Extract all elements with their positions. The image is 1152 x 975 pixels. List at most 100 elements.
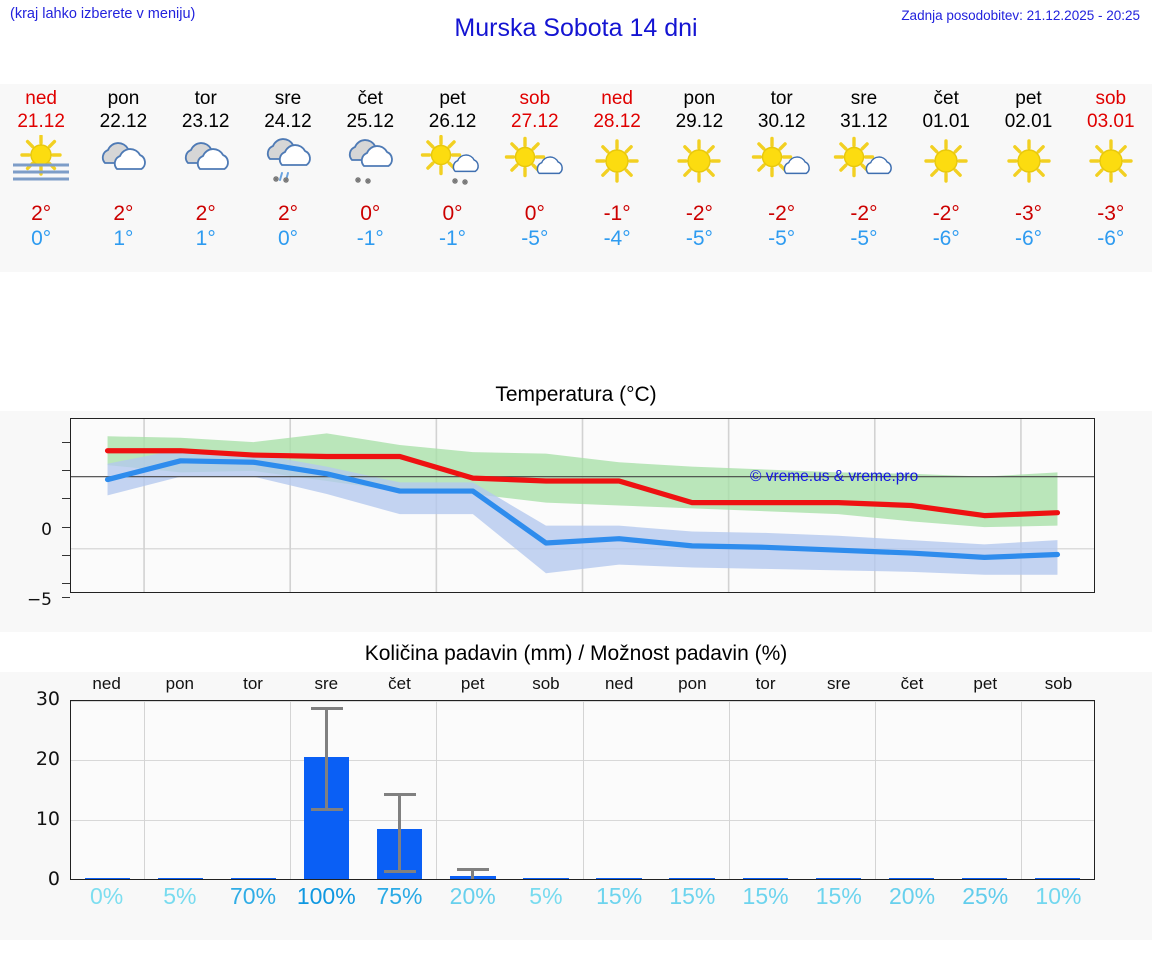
day-column-7[interactable]: ned 28.12 -1° -4° (576, 84, 658, 272)
day-temp-max: 2° (195, 202, 216, 225)
day-date: 26.12 (428, 111, 477, 132)
day-column-6[interactable]: sob 27.12 0° -5° (494, 84, 576, 272)
day-temp-min: 1° (195, 227, 216, 250)
precip-bar (669, 877, 715, 879)
day-date: 28.12 (593, 111, 641, 132)
day-column-5[interactable]: pet 26.12 0° -1° (411, 84, 493, 272)
precip-day-label-4: čet (388, 674, 411, 693)
day-temp-min: -5° (850, 227, 878, 250)
day-column-13[interactable]: sob 03.01 -3° -6° (1070, 84, 1152, 272)
day-column-2[interactable]: tor 23.12 2° 1° (165, 84, 247, 272)
precip-bar (84, 877, 131, 879)
precip-gridline-vertical (436, 701, 438, 879)
day-temp-min: 1° (113, 227, 134, 250)
precip-bar (157, 877, 204, 879)
sun-icon (1075, 135, 1147, 189)
day-name: ned (601, 88, 633, 109)
day-date: 31.12 (840, 111, 888, 132)
sun-icon (993, 135, 1065, 189)
day-name: tor (194, 88, 217, 109)
day-date: 21.12 (17, 111, 65, 132)
day-date: 02.01 (1004, 111, 1053, 132)
day-column-11[interactable]: čet 01.01 -2° -6° (905, 84, 987, 272)
precip-ytick-10: 10 (35, 808, 60, 830)
precip-error-cap (456, 868, 489, 872)
day-temp-min: -5° (685, 227, 713, 250)
day-temp-max: -1° (603, 202, 631, 225)
precip-probability-3: 100% (296, 883, 356, 909)
precip-gridline-vertical (1020, 701, 1022, 879)
day-temp-min: -6° (1014, 227, 1043, 250)
sun-icon (581, 135, 653, 189)
precip-bar (961, 877, 1008, 879)
precip-day-label-12: pet (973, 674, 998, 693)
day-name: pet (439, 88, 466, 109)
day-temp-max: -2° (768, 202, 796, 225)
precip-day-label-9: tor (755, 674, 776, 693)
day-temp-max: 0° (360, 202, 381, 225)
copyright-credit: © vreme.us & vreme.pro (750, 468, 919, 485)
precipitation-title-bar: Količina padavin (mm) / Možnost padavin … (0, 640, 1152, 672)
day-column-1[interactable]: pon 22.12 2° 1° (82, 84, 164, 272)
temperature-chart-title: Temperatura (°C) (495, 383, 657, 406)
precip-probability-8: 15% (669, 883, 716, 909)
temp-axis-tick (62, 583, 70, 584)
precip-probability-2: 70% (230, 883, 277, 909)
temp-axis-tick (62, 442, 70, 443)
temperature-chart-section: Temperatura (°C) 0 −5 © vreme.us & vreme… (0, 377, 1152, 632)
sun-icon (663, 135, 735, 189)
day-column-10[interactable]: sre 31.12 -2° -5° (823, 84, 905, 272)
menu-hint: (kraj lahko izberete v meniju) (10, 6, 196, 22)
temp-ytick-minus5: −5 (26, 590, 52, 610)
sun-cloud-icon (746, 135, 818, 189)
precip-day-label-8: pon (678, 674, 707, 693)
daily-forecast-strip: ned 21.12 2° 0° pon 22.12 2° 1° tor 23.12 2° 1° s… (0, 84, 1152, 272)
sun-horizon-icon (5, 134, 77, 189)
day-name: pon (683, 88, 716, 109)
precip-gridline-vertical (290, 701, 292, 879)
precip-error-cap (383, 792, 416, 796)
day-temp-min: -6° (932, 227, 960, 250)
precip-bar (231, 877, 277, 879)
precip-bar (742, 877, 788, 879)
precipitation-chart-section: Količina padavin (mm) / Možnost padavin … (0, 640, 1152, 940)
precip-probability-4: 75% (376, 883, 423, 909)
day-column-0[interactable]: ned 21.12 2° 0° (0, 84, 82, 272)
precip-error-bar (471, 868, 475, 879)
day-temp-max: 2° (31, 202, 52, 225)
day-column-3[interactable]: sre 24.12 2° 0° (247, 84, 329, 272)
temp-axis-tick (62, 597, 70, 598)
precip-probability-13: 10% (1035, 883, 1082, 909)
precip-day-label-6: sob (532, 674, 560, 693)
day-column-9[interactable]: tor 30.12 -2° -5° (741, 84, 823, 272)
day-temp-min: -6° (1097, 227, 1125, 250)
day-column-12[interactable]: pet 02.01 -3° -6° (987, 84, 1069, 272)
cloud-rain-snow-icon (252, 135, 324, 189)
temp-axis-tick (62, 498, 70, 499)
temperature-plot-svg (71, 419, 1094, 592)
day-temp-max: 2° (277, 202, 299, 225)
last-updated: Zadnja posodobitev: 21.12.2025 - 20:25 (901, 8, 1140, 23)
day-temp-min: -1° (439, 227, 467, 250)
precip-gridline-vertical (582, 701, 584, 879)
day-column-8[interactable]: pon 29.12 -2° -5° (658, 84, 740, 272)
day-column-4[interactable]: čet 25.12 0° -1° (329, 84, 411, 272)
sun-cloud-icon (499, 135, 571, 189)
day-temp-max: -2° (685, 202, 713, 225)
precip-bar (1034, 877, 1081, 879)
day-temp-min: -4° (603, 227, 631, 250)
cloudy-icon (170, 135, 242, 189)
precip-probability-5: 20% (449, 883, 496, 909)
precip-probability-12: 25% (962, 883, 1009, 909)
day-date: 30.12 (757, 111, 806, 132)
precip-probability-9: 15% (742, 883, 789, 909)
day-name: sre (850, 88, 878, 109)
day-temp-max: -3° (1014, 202, 1043, 225)
day-temp-max: -2° (850, 202, 878, 225)
day-temp-min: -5° (521, 227, 549, 250)
day-temp-min: 0° (277, 227, 299, 250)
day-name: tor (770, 88, 793, 109)
day-temp-min: -5° (768, 227, 796, 250)
precip-day-label-10: sre (826, 674, 851, 693)
precip-error-bar (398, 792, 402, 871)
